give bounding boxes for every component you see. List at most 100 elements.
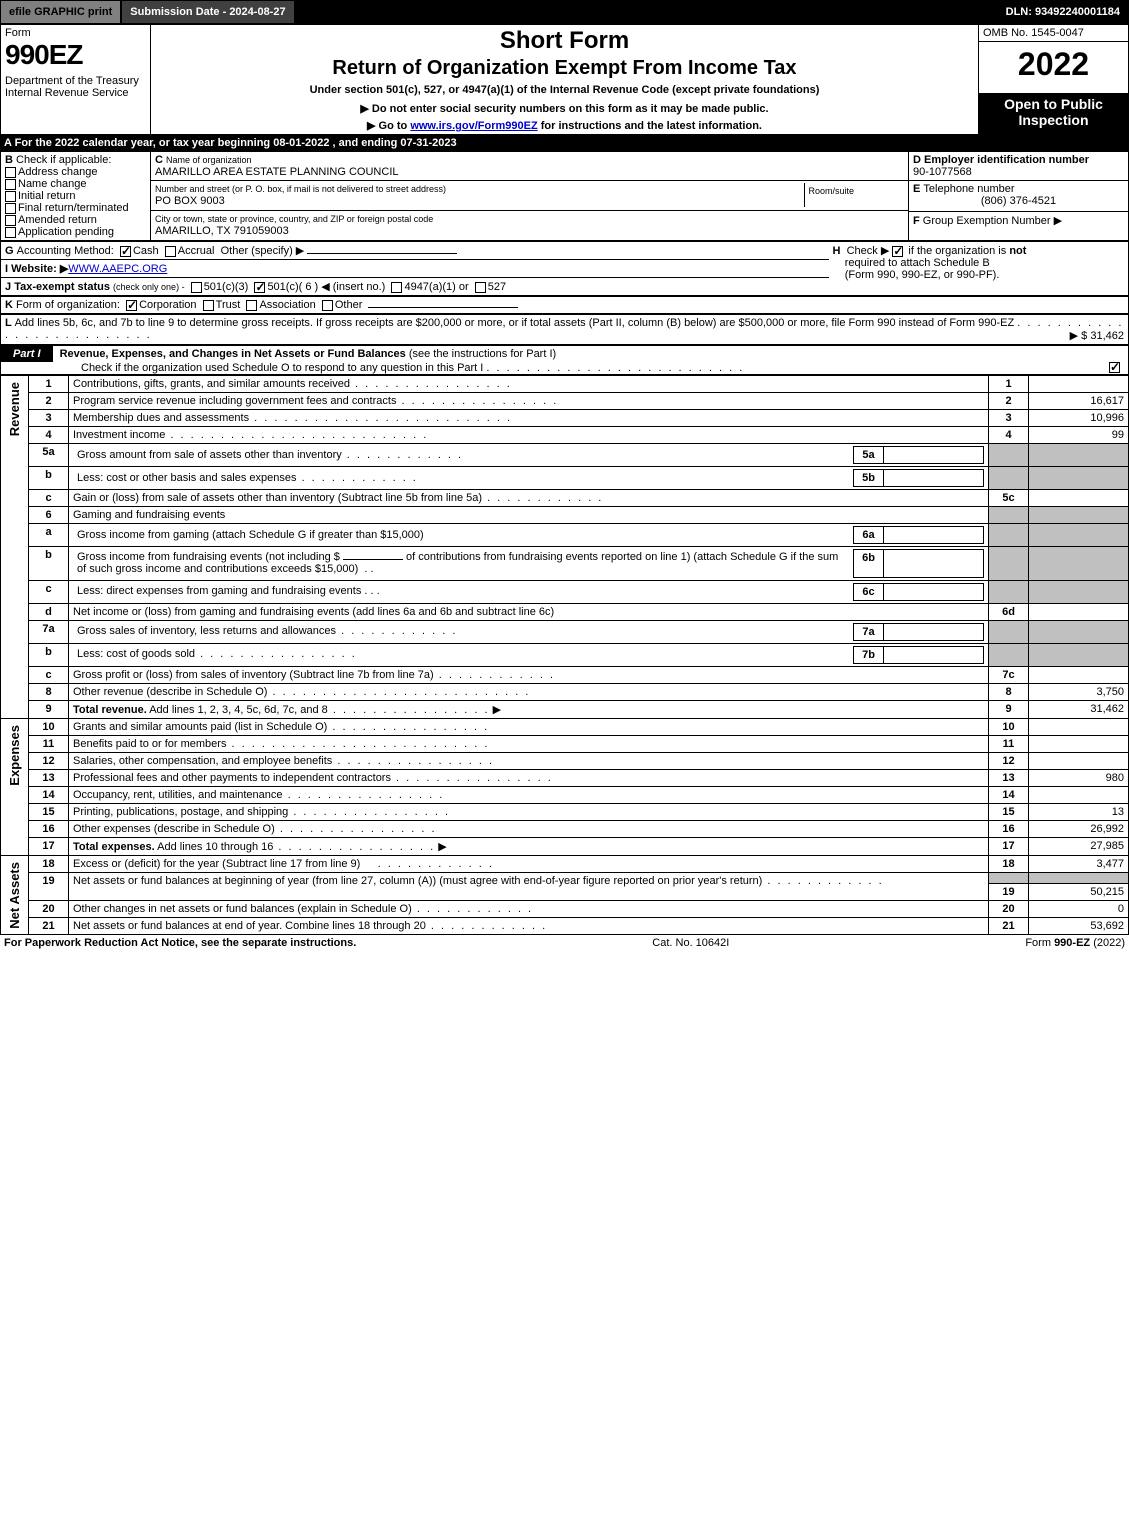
j-sub: (check only one) - bbox=[113, 282, 185, 292]
line-13-amt: 980 bbox=[1029, 769, 1129, 786]
line-21-col: 21 bbox=[989, 918, 1029, 935]
section-h: H Check ▶ if the organization is not req… bbox=[829, 242, 1129, 296]
b-label: Check if applicable: bbox=[16, 154, 111, 166]
line-7c-amt bbox=[1029, 666, 1129, 683]
h-text4: (Form 990, 990-EZ, or 990-PF). bbox=[845, 269, 1000, 281]
checkbox-amended-return[interactable] bbox=[5, 215, 16, 226]
line-16-col: 16 bbox=[989, 820, 1029, 837]
open-to-public: Open to Public Inspection bbox=[979, 94, 1129, 135]
opt-application-pending: Application pending bbox=[18, 226, 114, 238]
line-2-num: 2 bbox=[29, 393, 69, 410]
checkbox-accrual[interactable] bbox=[165, 246, 176, 257]
part1-title: Revenue, Expenses, and Changes in Net As… bbox=[60, 348, 406, 360]
line-6a-amt bbox=[1029, 524, 1129, 547]
line-6b-num: b bbox=[29, 547, 69, 581]
line-4-text: Investment income bbox=[69, 427, 989, 444]
line-11-num: 11 bbox=[29, 735, 69, 752]
line-10-col: 10 bbox=[989, 718, 1029, 735]
checkbox-527[interactable] bbox=[475, 282, 486, 293]
goto-pre: ▶ Go to bbox=[367, 120, 410, 132]
line-19-num: 19 bbox=[29, 872, 69, 901]
line-6a-col bbox=[989, 524, 1029, 547]
line-a-text: For the 2022 calendar year, or tax year … bbox=[15, 137, 457, 149]
checkbox-address-change[interactable] bbox=[5, 167, 16, 178]
checkbox-final-return[interactable] bbox=[5, 203, 16, 214]
line-3-text: Membership dues and assessments bbox=[69, 410, 989, 427]
page-footer: For Paperwork Reduction Act Notice, see … bbox=[0, 935, 1129, 951]
line-8-amt: 3,750 bbox=[1029, 683, 1129, 700]
line-18-col: 18 bbox=[989, 855, 1029, 872]
line-16-amt: 26,992 bbox=[1029, 820, 1129, 837]
section-k: K Form of organization: Corporation Trus… bbox=[0, 296, 1129, 314]
line-14-num: 14 bbox=[29, 786, 69, 803]
line-6-num: 6 bbox=[29, 507, 69, 524]
sub-6c: 6c bbox=[854, 583, 884, 600]
line-15-col: 15 bbox=[989, 803, 1029, 820]
line-5a-col bbox=[989, 444, 1029, 467]
line-13-text: Professional fees and other payments to … bbox=[69, 769, 989, 786]
checkbox-part1-scho[interactable] bbox=[1109, 362, 1120, 373]
netassets-vert: Net Assets bbox=[5, 858, 24, 933]
form-id-cell: Form 990EZ Department of the Treasury In… bbox=[1, 25, 151, 135]
line-18-amt: 3,477 bbox=[1029, 855, 1129, 872]
e-label: Telephone number bbox=[923, 183, 1014, 195]
do-not-enter: ▶ Do not enter social security numbers o… bbox=[155, 102, 974, 115]
line-6b-text: Gross income from fundraising events (no… bbox=[69, 547, 989, 581]
checkbox-501c3[interactable] bbox=[191, 282, 202, 293]
k-label: Form of organization: bbox=[16, 299, 120, 311]
checkbox-initial-return[interactable] bbox=[5, 191, 16, 202]
k-other-blank[interactable] bbox=[368, 307, 518, 308]
line-3-col: 3 bbox=[989, 410, 1029, 427]
line-19-col: 19 bbox=[989, 884, 1029, 901]
checkbox-4947[interactable] bbox=[391, 282, 402, 293]
checkbox-application-pending[interactable] bbox=[5, 227, 16, 238]
g-accrual: Accrual bbox=[178, 245, 215, 257]
line-17-text2: Add lines 10 through 16 bbox=[157, 841, 273, 853]
checkbox-501c[interactable] bbox=[254, 282, 265, 293]
sub-6b-val bbox=[884, 549, 984, 577]
line-19-amt-shade bbox=[1029, 872, 1129, 884]
line-5a-amt bbox=[1029, 444, 1129, 467]
g-other-blank[interactable] bbox=[307, 253, 457, 254]
line-11-text: Benefits paid to or for members bbox=[69, 735, 989, 752]
opt-address-change: Address change bbox=[18, 166, 98, 178]
line-2-amt: 16,617 bbox=[1029, 393, 1129, 410]
checkbox-h[interactable] bbox=[892, 246, 903, 257]
line-7b-num: b bbox=[29, 643, 69, 666]
checkbox-assoc[interactable] bbox=[246, 300, 257, 311]
line-11-amt bbox=[1029, 735, 1129, 752]
tax-year: 2022 bbox=[979, 42, 1128, 87]
line-5c-amt bbox=[1029, 490, 1129, 507]
h-text3: required to attach Schedule B bbox=[845, 257, 990, 269]
line-2-col: 2 bbox=[989, 393, 1029, 410]
submission-date-label: Submission Date - 2024-08-27 bbox=[122, 1, 295, 23]
line-5a-num: 5a bbox=[29, 444, 69, 467]
line-20-num: 20 bbox=[29, 901, 69, 918]
opt-amended-return: Amended return bbox=[18, 214, 97, 226]
omb-year-cell: OMB No. 1545-0047 2022 bbox=[979, 25, 1129, 94]
checkbox-corp[interactable] bbox=[126, 300, 137, 311]
line-20-amt: 0 bbox=[1029, 901, 1129, 918]
sub-5a-val bbox=[884, 447, 984, 464]
netassets-section-label: Net Assets bbox=[1, 855, 29, 935]
goto-post: for instructions and the latest informat… bbox=[538, 120, 762, 132]
checkbox-name-change[interactable] bbox=[5, 179, 16, 190]
line-10-text: Grants and similar amounts paid (list in… bbox=[69, 718, 989, 735]
line-16-text: Other expenses (describe in Schedule O) bbox=[69, 820, 989, 837]
section-c-city: City or town, state or province, country… bbox=[151, 211, 909, 241]
efile-print-label[interactable]: efile GRAPHIC print bbox=[1, 1, 122, 23]
line-7b-amt bbox=[1029, 643, 1129, 666]
website-value[interactable]: WWW.AAEPC.ORG bbox=[68, 263, 167, 275]
line-2-text: Program service revenue including govern… bbox=[69, 393, 989, 410]
k-o3: Association bbox=[259, 299, 315, 311]
irs-link[interactable]: www.irs.gov/Form990EZ bbox=[410, 120, 537, 132]
checkbox-cash[interactable] bbox=[120, 246, 131, 257]
line-21-num: 21 bbox=[29, 918, 69, 935]
return-title: Return of Organization Exempt From Incom… bbox=[155, 57, 974, 80]
6b-blank[interactable] bbox=[343, 559, 403, 560]
line-13-num: 13 bbox=[29, 769, 69, 786]
form-number: 990EZ bbox=[5, 39, 146, 71]
checkbox-trust[interactable] bbox=[203, 300, 214, 311]
checkbox-other-org[interactable] bbox=[322, 300, 333, 311]
opt-final-return: Final return/terminated bbox=[18, 202, 129, 214]
